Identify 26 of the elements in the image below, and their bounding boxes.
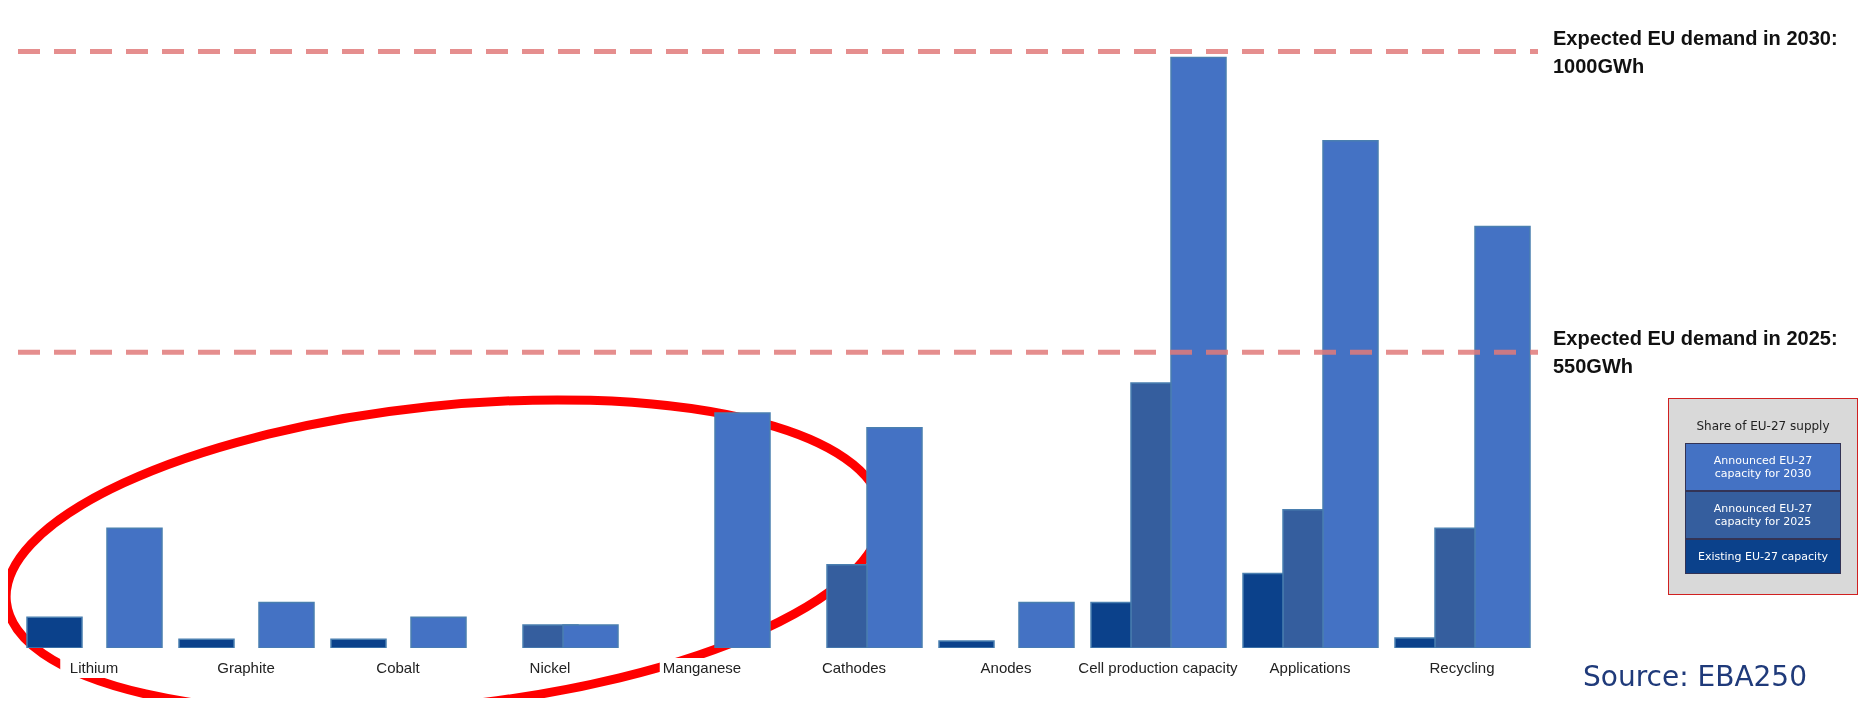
text: Announced EU-27 capacity for 2025 bbox=[1685, 491, 1841, 539]
bar bbox=[258, 601, 315, 648]
source-note: Source: EBA250 bbox=[1583, 660, 1807, 693]
x-tick-label: Applications bbox=[1269, 659, 1351, 676]
x-tick-label: Lithium bbox=[69, 659, 119, 676]
x-tick-label: Cobalt bbox=[376, 659, 421, 676]
text: Existing EU-27 capacity bbox=[1685, 539, 1841, 574]
text: Announced EU-27 capacity for 2030 bbox=[1685, 443, 1841, 491]
legend-title: Share of EU-27 supply bbox=[1695, 419, 1831, 433]
bar bbox=[410, 616, 467, 648]
x-tick-label: Anodes bbox=[980, 659, 1032, 676]
x-tick-label: Recycling bbox=[1429, 659, 1495, 676]
bar bbox=[26, 616, 83, 648]
x-tick-label: Cathodes bbox=[821, 659, 887, 676]
x-tick-label: Manganese bbox=[662, 659, 742, 676]
bar bbox=[938, 640, 995, 648]
bar bbox=[330, 638, 387, 648]
text: Expected EU demand in 2030: 1000GWh bbox=[1553, 23, 1863, 80]
bar bbox=[178, 638, 235, 648]
bar bbox=[714, 412, 771, 648]
text: Expected EU demand in 2025: 550GWh bbox=[1553, 324, 1863, 381]
x-tick-label: Graphite bbox=[217, 659, 275, 676]
bar bbox=[1018, 601, 1075, 648]
bar bbox=[106, 527, 163, 648]
x-tick-label: Nickel bbox=[529, 659, 571, 676]
x-tick-label: Cell production capacity bbox=[1078, 659, 1239, 676]
